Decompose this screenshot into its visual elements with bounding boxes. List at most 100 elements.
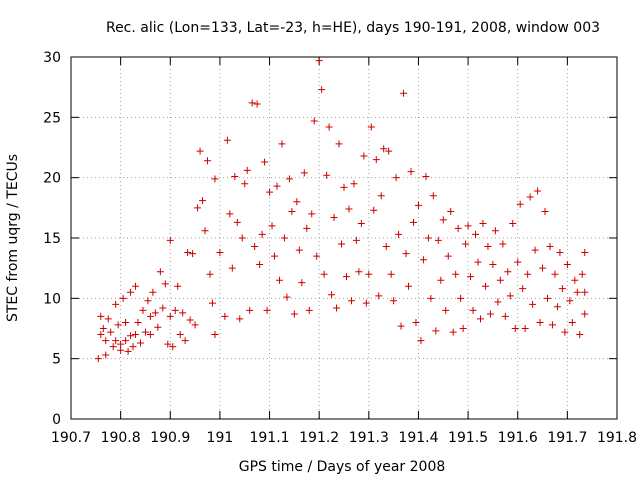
scatter-point — [206, 270, 214, 278]
scatter-point — [238, 234, 246, 242]
scatter-point — [367, 123, 375, 131]
scatter-point — [573, 288, 581, 296]
scatter-point — [151, 309, 159, 317]
scatter-point — [134, 318, 142, 326]
scatter-point — [251, 242, 259, 250]
scatter-point — [333, 304, 341, 312]
scatter-point — [419, 256, 427, 264]
scatter-point — [511, 325, 519, 332]
scatter-point — [553, 303, 561, 311]
scatter-point — [380, 145, 388, 153]
scatter-point — [429, 192, 437, 200]
scatter-point — [112, 300, 120, 308]
scatter-point — [437, 276, 445, 284]
scatter-point — [412, 318, 420, 326]
scatter-point — [94, 355, 102, 363]
scatter-point — [290, 310, 298, 318]
scatter-point — [308, 210, 316, 218]
scatter-point — [402, 250, 410, 258]
scatter-point — [303, 224, 311, 232]
scatter-point — [256, 261, 264, 269]
scatter-point — [462, 240, 470, 248]
scatter-point — [124, 347, 132, 355]
scatter-point — [392, 174, 400, 182]
scatter-point — [524, 270, 532, 278]
scatter-point — [208, 299, 216, 307]
scatter-point — [149, 288, 157, 296]
scatter-point — [469, 306, 477, 314]
y-tick-label: 10 — [43, 291, 61, 307]
scatter-point — [434, 236, 442, 244]
scatter-point — [233, 218, 241, 226]
scatter-point — [132, 282, 140, 290]
scatter-point — [576, 331, 584, 339]
scatter-point — [268, 222, 276, 230]
scatter-point — [104, 315, 112, 323]
scatter-point — [146, 312, 154, 320]
scatter-point — [295, 246, 303, 254]
scatter-point — [375, 292, 383, 300]
scatter-point — [280, 234, 288, 242]
scatter-point — [266, 188, 274, 196]
scatter-point — [176, 331, 184, 339]
scatter-point — [298, 279, 306, 287]
scatter-point — [132, 331, 140, 339]
scatter-point — [127, 288, 135, 296]
scatter-point — [288, 207, 296, 215]
plot-frame — [70, 56, 618, 420]
scatter-point — [568, 318, 576, 326]
scatter-point — [226, 210, 234, 218]
scatter-point — [253, 100, 261, 108]
scatter-point — [261, 158, 269, 166]
scatter-point — [442, 306, 450, 314]
scatter-point — [397, 322, 405, 330]
scatter-point — [541, 207, 549, 215]
y-tick-label: 25 — [43, 110, 61, 126]
scatter-point — [439, 216, 447, 224]
scatter-point — [519, 285, 527, 293]
scatter-point — [325, 123, 333, 131]
scatter-point — [204, 157, 211, 165]
scatter-point — [362, 299, 370, 307]
scatter-point — [529, 300, 537, 308]
scatter-point — [241, 180, 249, 188]
scatter-point — [228, 264, 236, 272]
scatter-point — [355, 268, 363, 276]
scatter-point — [347, 297, 355, 305]
scatter-point — [496, 276, 504, 284]
scatter-point — [159, 304, 167, 312]
scatter-point — [328, 291, 336, 299]
scatter-point — [581, 248, 589, 256]
scatter-point — [97, 312, 105, 320]
scatter-point — [491, 227, 499, 235]
scatter-point — [390, 297, 398, 305]
scatter-point — [459, 325, 467, 332]
y-tick-label: 20 — [43, 171, 61, 187]
scatter-point — [536, 318, 544, 326]
scatter-point — [129, 343, 137, 351]
scatter-point — [484, 242, 492, 250]
scatter-point — [318, 86, 326, 94]
scatter-point — [581, 310, 589, 318]
scatter-point — [561, 328, 569, 336]
scatter-points — [94, 57, 589, 363]
scatter-point — [506, 292, 514, 300]
scatter-point — [285, 175, 293, 183]
scatter-point — [278, 140, 286, 148]
scatter-point — [486, 310, 494, 318]
scatter-point — [300, 169, 308, 177]
scatter-point — [102, 351, 110, 359]
x-tick-label: 190.9 — [150, 430, 190, 446]
scatter-point — [184, 248, 192, 256]
scatter-point — [454, 224, 462, 232]
scatter-point — [122, 318, 130, 326]
scatter-point — [293, 198, 301, 206]
scatter-point — [360, 152, 368, 160]
scatter-point — [335, 140, 343, 148]
scatter-point — [273, 182, 281, 190]
scatter-point — [546, 242, 554, 250]
scatter-point — [534, 187, 542, 195]
scatter-point — [320, 270, 328, 278]
scatter-point — [271, 252, 279, 260]
scatter-point — [551, 270, 559, 278]
